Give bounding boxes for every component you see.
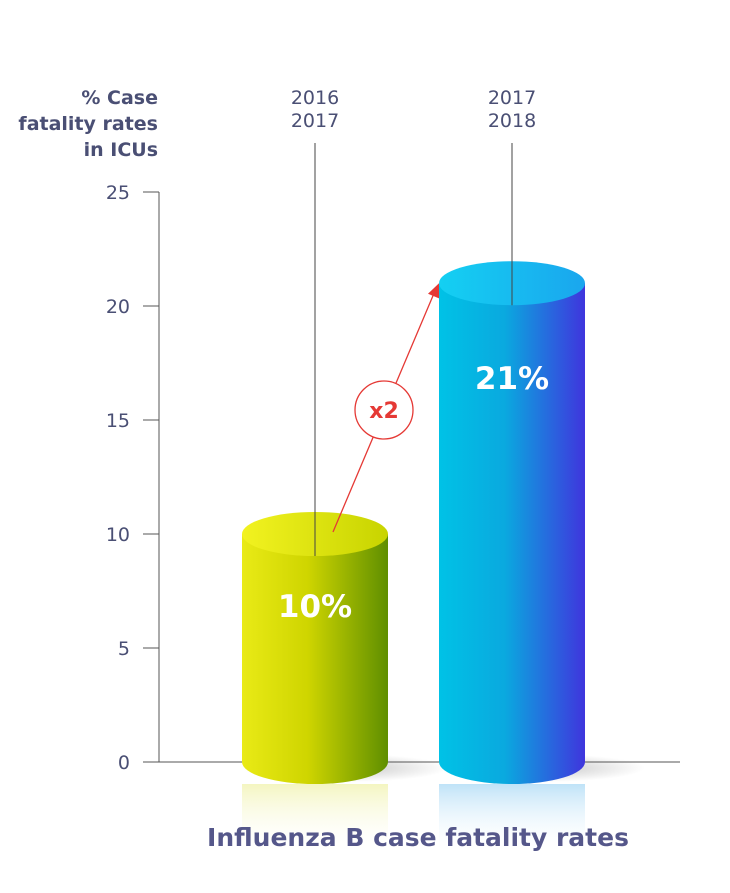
y-tick-label-5: 5 [118,638,130,660]
category-label-2017-2018-line-1: 2017 [488,87,536,109]
multiplier-circle [354,380,414,440]
y-tick-label-0: 0 [118,752,130,774]
multiplier-annotation-label: x2 [369,399,399,424]
data-label-bar-1: 10% [278,589,352,625]
y-axis-label-line-2: fatality rates [18,113,158,135]
bar-2-body [439,283,585,784]
text-layer: % Case fatality rates in ICUs 2016 2017 … [18,87,629,852]
bar-1 [242,512,388,784]
annotation-layer [332,283,440,533]
y-tick-label-25: 25 [106,182,130,204]
bar-reflection-1 [242,784,388,854]
bar-2 [439,261,585,784]
axis-layer: 0 5 10 15 20 25 [106,182,680,774]
y-axis-label-line-3: in ICUs [84,139,158,161]
bar-1-body [242,534,388,784]
y-tick-label-20: 20 [106,296,130,318]
chart-title: Influenza B case fatality rates [207,823,629,852]
category-label-2016-2017-line-1: 2016 [291,87,339,109]
y-tick-label-15: 15 [106,410,130,432]
bar-reflection-2 [439,784,585,854]
y-tick-label-10: 10 [106,524,130,546]
data-label-bar-2: 21% [475,361,549,397]
category-label-2016-2017-line-2: 2017 [291,110,339,132]
category-label-2017-2018-line-2: 2018 [488,110,536,132]
y-axis-label-line-1: % Case [81,87,158,109]
multiplier-arrowhead [427,283,440,299]
bars-layer [242,143,585,784]
